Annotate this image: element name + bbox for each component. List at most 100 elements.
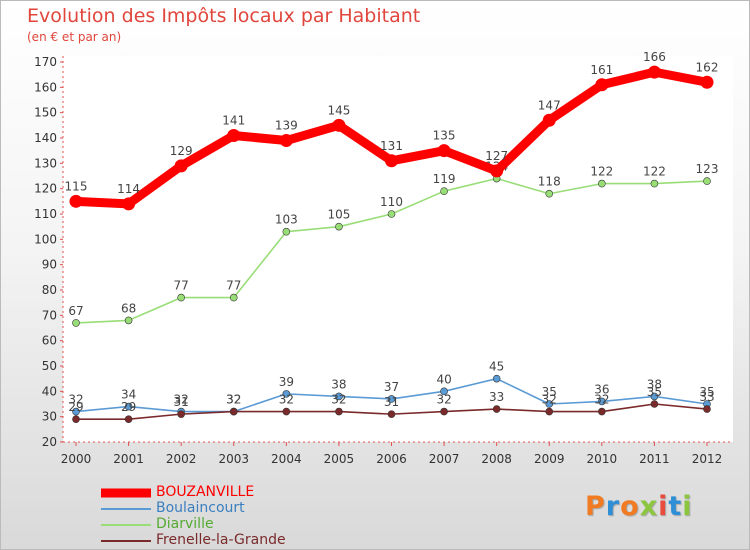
data-label: 31 (174, 395, 189, 409)
data-label: 38 (331, 377, 346, 391)
data-point (229, 407, 238, 416)
legend-item: Frenelle-la-Grande (101, 532, 361, 549)
data-point (124, 316, 133, 325)
data-point (440, 387, 448, 396)
x-tick-label: 2005 (324, 452, 355, 466)
data-label: 122 (643, 165, 666, 179)
data-label: 166 (643, 50, 666, 64)
y-tick-label: 30 (42, 410, 57, 424)
data-label: 105 (327, 208, 350, 222)
y-tick-label: 20 (42, 435, 57, 449)
data-point (282, 390, 291, 398)
data-label: 123 (696, 162, 719, 176)
data-point (595, 78, 609, 92)
logo-letter: P (585, 491, 606, 522)
y-tick-label: 100 (34, 232, 57, 246)
data-point (229, 293, 238, 302)
legend-swatch (101, 540, 151, 542)
legend-label: Diarville (156, 516, 214, 532)
data-point (440, 187, 448, 195)
y-tick-label: 170 (34, 55, 57, 69)
data-point (177, 293, 185, 302)
data-label: 39 (279, 375, 294, 389)
data-label: 34 (121, 388, 136, 402)
data-label: 118 (538, 175, 561, 189)
data-label: 32 (594, 393, 609, 407)
data-point (703, 405, 711, 413)
data-point (598, 397, 606, 406)
x-tick-label: 2007 (429, 452, 460, 466)
y-tick-label: 150 (34, 106, 57, 120)
data-label: 36 (594, 382, 609, 396)
data-label: 32 (279, 393, 294, 407)
data-point (72, 415, 80, 424)
data-point (647, 65, 661, 79)
data-point (122, 197, 136, 211)
legend-label: BOUZANVILLE (156, 484, 255, 500)
legend-label: Frenelle-la-Grande (156, 532, 286, 548)
legend-swatch (101, 508, 151, 510)
y-tick-label: 60 (42, 334, 57, 348)
data-point (124, 415, 133, 424)
legend-swatch (101, 524, 151, 526)
chart-legend: BOUZANVILLE Boulaincourt Diarville Frenelle… (101, 484, 361, 549)
x-tick-label: 2001 (113, 452, 144, 466)
data-label: 129 (170, 144, 193, 158)
data-point (332, 118, 346, 132)
data-label: 45 (489, 360, 504, 374)
legend-label: Boulaincourt (156, 500, 245, 516)
data-point (700, 75, 714, 89)
data-label: 32 (542, 393, 557, 407)
data-label: 32 (436, 393, 451, 407)
logo-letter: o (620, 491, 640, 522)
data-label: 67 (68, 304, 83, 318)
data-label: 40 (436, 372, 451, 386)
data-label: 77 (174, 279, 189, 293)
logo-letter: i (658, 491, 669, 522)
logo-letter: t (668, 491, 683, 522)
data-point (69, 194, 83, 208)
proxiti-logo: Proxiti (585, 491, 693, 522)
data-point (440, 407, 448, 416)
data-label: 68 (121, 301, 136, 315)
data-point (542, 113, 556, 127)
x-tick-label: 2000 (61, 452, 92, 466)
data-point (490, 164, 504, 178)
data-point (177, 410, 185, 418)
data-label: 135 (433, 129, 456, 143)
data-point (385, 154, 398, 168)
data-label: 32 (226, 393, 241, 407)
data-point (227, 128, 241, 142)
plot-area (63, 56, 733, 442)
data-label: 32 (331, 393, 346, 407)
data-point (703, 177, 711, 185)
x-tick-label: 2009 (534, 452, 565, 466)
x-tick-label: 2002 (166, 452, 197, 466)
data-point (124, 402, 133, 411)
y-tick-label: 130 (34, 156, 57, 170)
x-tick-label: 2008 (481, 452, 512, 466)
data-label: 31 (384, 395, 399, 409)
data-point (335, 392, 343, 401)
data-label: 115 (65, 179, 88, 193)
logo-letter: r (605, 491, 621, 522)
y-tick-label: 70 (42, 308, 57, 322)
y-tick-label: 50 (42, 359, 57, 373)
data-label: 35 (699, 385, 714, 399)
y-tick-label: 140 (34, 131, 57, 145)
y-tick-label: 40 (42, 384, 57, 398)
logo-letter: x (639, 491, 659, 522)
data-label: 33 (489, 390, 504, 404)
data-point (282, 407, 291, 416)
data-point (282, 227, 291, 236)
data-point (545, 189, 554, 198)
x-tick-label: 2012 (692, 452, 723, 466)
data-label: 131 (380, 139, 403, 153)
data-point (335, 407, 343, 416)
legend-item: Boulaincourt (101, 500, 361, 517)
data-point (72, 319, 80, 327)
y-tick-label: 110 (34, 207, 57, 221)
chart-subtitle: (en € et par an) (27, 30, 122, 44)
data-point (545, 407, 554, 416)
